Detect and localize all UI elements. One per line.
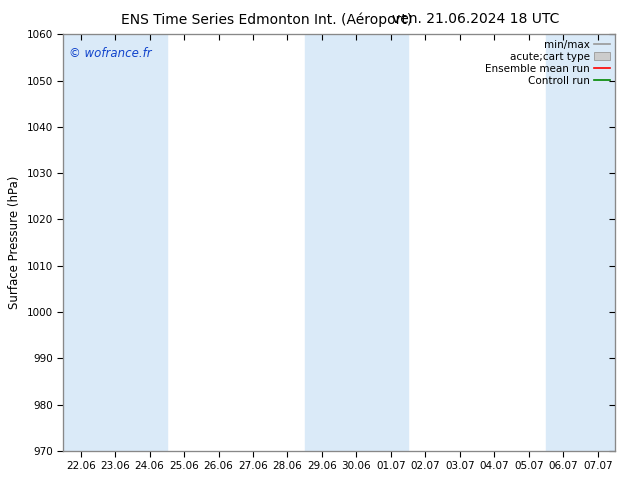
Y-axis label: Surface Pressure (hPa): Surface Pressure (hPa) [8, 176, 21, 309]
Legend: min/max, acute;cart type, Ensemble mean run, Controll run: min/max, acute;cart type, Ensemble mean … [483, 37, 612, 88]
Text: © wofrance.fr: © wofrance.fr [69, 47, 152, 60]
Bar [546, 34, 615, 451]
Text: ven. 21.06.2024 18 UTC: ven. 21.06.2024 18 UTC [392, 12, 559, 26]
Bar [305, 34, 408, 451]
Bar [63, 34, 167, 451]
Text: ENS Time Series Edmonton Int. (Aéroport): ENS Time Series Edmonton Int. (Aéroport) [120, 12, 412, 27]
